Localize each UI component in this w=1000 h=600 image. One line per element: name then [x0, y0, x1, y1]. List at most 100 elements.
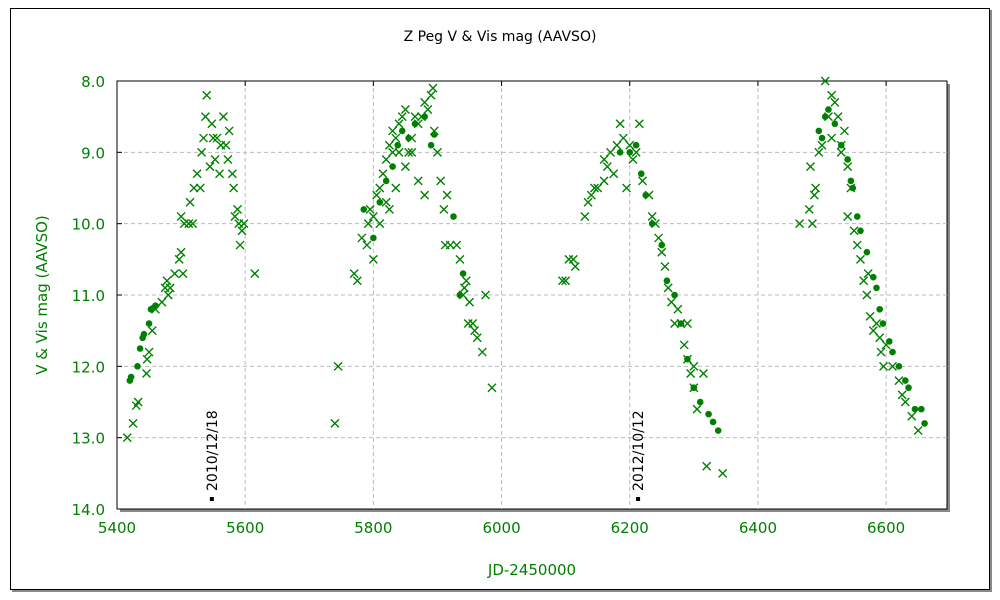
vis-point — [876, 347, 886, 357]
vis-point — [197, 147, 207, 157]
vis-point — [176, 212, 186, 222]
v-point — [831, 120, 839, 128]
vis-point — [142, 354, 152, 364]
vis-point — [470, 326, 480, 336]
vis-point — [423, 105, 433, 115]
y-tick-label: 10.0 — [72, 216, 105, 234]
y-tick-label: 14.0 — [72, 501, 105, 519]
vis-point — [250, 269, 260, 279]
v-point — [847, 177, 855, 185]
vis-point — [442, 190, 452, 200]
vis-point — [897, 390, 907, 400]
vis-point — [192, 169, 202, 179]
vis-point — [368, 212, 378, 222]
annotation-marker — [209, 497, 214, 501]
v-point — [671, 291, 678, 299]
vis-point — [618, 133, 628, 143]
vis-point — [557, 276, 567, 286]
v-point — [642, 191, 650, 199]
vis-point — [232, 204, 242, 214]
vis-point — [811, 183, 821, 193]
v-point — [421, 113, 428, 120]
vis-point — [455, 254, 465, 264]
vis-point — [237, 226, 247, 236]
vis-point — [404, 147, 414, 157]
v-point — [857, 227, 864, 235]
annotation-date: 2012/10/12 — [631, 410, 647, 491]
x-axis-label: JD-2450000 — [487, 561, 576, 579]
vis-point — [133, 397, 143, 407]
vis-point — [599, 154, 609, 164]
vis-point — [207, 119, 217, 129]
v-point — [696, 398, 704, 406]
v-point — [690, 384, 698, 392]
vis-point — [580, 212, 590, 222]
vis-point — [487, 383, 497, 393]
vis-point — [381, 197, 391, 207]
vis-point — [330, 418, 340, 428]
v-point — [709, 418, 717, 426]
vis-point — [561, 276, 571, 286]
vis-point — [452, 240, 462, 250]
v-point — [905, 384, 912, 392]
vis-point — [212, 133, 222, 143]
vis-point — [163, 290, 173, 300]
vis-point — [224, 126, 234, 136]
vis-point — [692, 404, 702, 414]
vis-point — [184, 219, 194, 229]
vis-point — [235, 240, 245, 250]
x-tick-label: 6200 — [611, 519, 649, 537]
vis-point — [144, 347, 154, 357]
v-point — [895, 363, 903, 370]
vis-point — [804, 204, 814, 214]
vis-point — [718, 468, 728, 478]
v-point — [127, 373, 135, 381]
vis-point — [165, 283, 175, 293]
vis-point — [855, 254, 865, 264]
x-tick-label: 5400 — [98, 519, 136, 537]
vis-point — [568, 254, 578, 264]
vis-point — [843, 212, 853, 222]
vis-point — [199, 133, 209, 143]
vis-point — [122, 433, 132, 443]
vis-point — [589, 183, 599, 193]
vis-point — [907, 411, 917, 421]
vis-point — [817, 140, 827, 150]
v-point — [456, 291, 464, 299]
vis-point — [208, 133, 218, 143]
vis-point — [583, 197, 593, 207]
vis-point — [481, 290, 491, 300]
v-point — [147, 305, 155, 313]
v-point — [136, 345, 144, 352]
v-point — [616, 149, 624, 156]
vis-point — [397, 112, 407, 122]
vis-point — [647, 212, 657, 222]
vis-point — [888, 361, 898, 371]
vis-point — [670, 319, 680, 329]
vis-point — [384, 140, 394, 150]
v-point — [863, 248, 871, 256]
vis-point — [170, 269, 180, 279]
vis-point — [420, 190, 430, 200]
vis-point — [349, 269, 359, 279]
vis-point — [461, 276, 471, 286]
vis-point — [176, 247, 186, 257]
v-point — [853, 213, 861, 220]
vis-point — [420, 97, 430, 107]
vis-point — [365, 204, 375, 214]
vis-point — [200, 112, 210, 122]
vis-point — [363, 219, 373, 229]
v-point — [818, 134, 826, 142]
x-tick-label: 5600 — [226, 519, 264, 537]
v-point — [398, 127, 406, 135]
vis-point — [445, 240, 455, 250]
vis-point — [900, 397, 910, 407]
vis-point — [174, 254, 184, 264]
vis-point — [239, 219, 249, 229]
vis-point — [809, 190, 819, 200]
vis-point — [410, 112, 420, 122]
vis-point — [679, 340, 689, 350]
v-point — [677, 320, 685, 327]
vis-point — [628, 154, 638, 164]
v-point — [921, 420, 928, 427]
